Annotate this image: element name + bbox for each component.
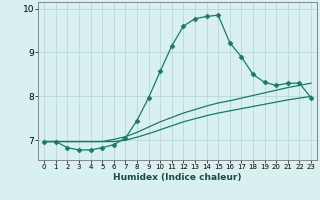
X-axis label: Humidex (Indice chaleur): Humidex (Indice chaleur)	[113, 173, 242, 182]
